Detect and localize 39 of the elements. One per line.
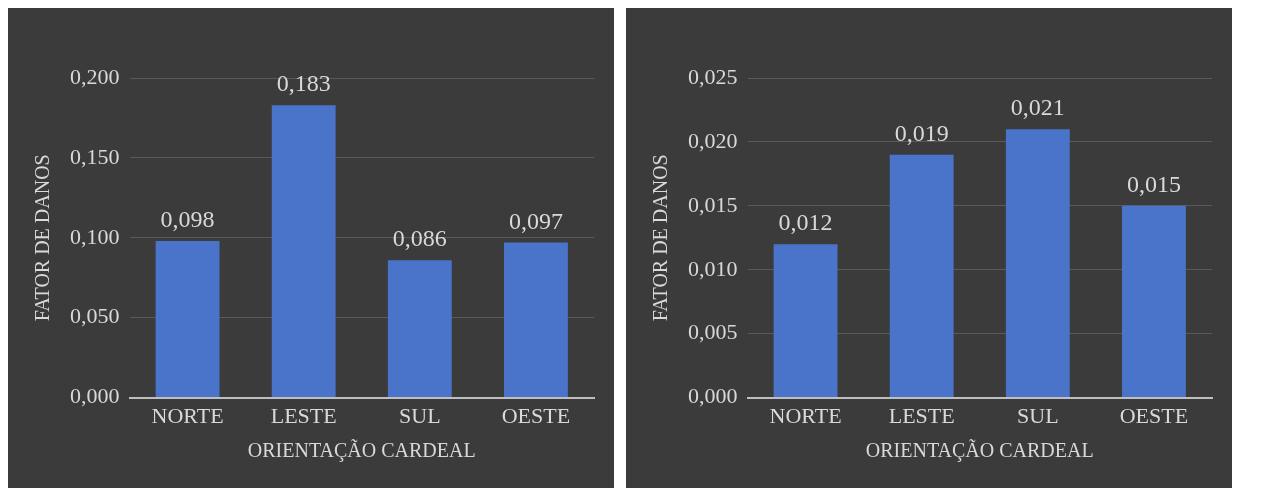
y-tick-label: 0,020 xyxy=(688,127,738,153)
data-label: 0,097 xyxy=(508,207,563,234)
y-tick-label: 0,200 xyxy=(70,63,120,89)
y-axis-title: FATOR DE DANOS xyxy=(649,154,672,322)
x-axis-title: ORIENTAÇÃO CARDEAL xyxy=(247,438,476,463)
x-tick-label: SUL xyxy=(399,402,441,428)
x-tick-label: LESTE xyxy=(888,402,955,428)
data-label: 0,015 xyxy=(1126,171,1181,198)
y-tick-label: 0,015 xyxy=(688,191,738,217)
bar xyxy=(504,242,568,398)
data-label: 0,098 xyxy=(160,206,215,233)
y-tick-label: 0,150 xyxy=(70,143,120,169)
x-tick-label: LESTE xyxy=(270,402,337,428)
y-tick-label: 0,005 xyxy=(688,319,738,345)
bar xyxy=(271,105,336,398)
y-tick-label: 0,000 xyxy=(688,383,738,409)
x-tick-label: OESTE xyxy=(1119,402,1189,428)
y-tick-label: 0,000 xyxy=(70,383,120,409)
y-tick-label: 0,025 xyxy=(688,63,738,89)
data-label: 0,012 xyxy=(778,209,833,236)
y-tick-label: 0,050 xyxy=(70,303,120,329)
y-tick-label: 0,100 xyxy=(70,223,120,249)
bar xyxy=(773,244,838,398)
data-label: 0,183 xyxy=(276,70,331,97)
bar xyxy=(1122,205,1186,398)
bar xyxy=(889,154,954,398)
bar xyxy=(387,260,452,398)
bar xyxy=(155,241,220,398)
y-axis-title: FATOR DE DANOS xyxy=(31,154,54,322)
x-tick-label: SUL xyxy=(1017,402,1059,428)
y-tick-label: 0,010 xyxy=(688,255,738,281)
x-tick-label: NORTE xyxy=(151,402,224,428)
data-label: 0,021 xyxy=(1010,94,1065,121)
data-label: 0,019 xyxy=(894,120,949,146)
x-tick-label: OESTE xyxy=(501,402,571,428)
data-label: 0,086 xyxy=(392,225,447,252)
x-tick-label: NORTE xyxy=(769,402,842,428)
x-axis-title: ORIENTAÇÃO CARDEAL xyxy=(865,438,1094,463)
bar xyxy=(1005,129,1070,398)
